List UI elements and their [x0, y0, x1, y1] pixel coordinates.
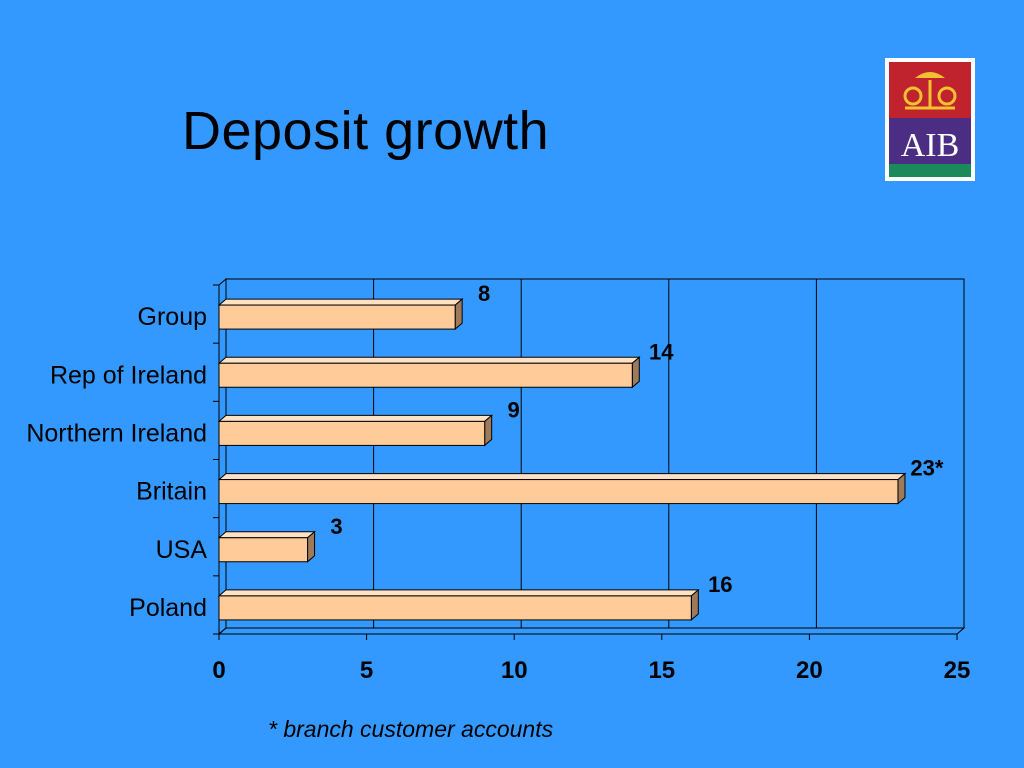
bar — [218, 595, 692, 621]
plot-floor — [217, 627, 966, 635]
bar — [218, 479, 899, 505]
data-label: 14 — [649, 339, 674, 364]
bar-side — [690, 588, 699, 622]
data-label: 3 — [330, 514, 342, 539]
data-label: 23* — [910, 456, 943, 481]
bar-side — [307, 530, 316, 563]
bar-top — [217, 356, 641, 364]
bar — [218, 304, 456, 330]
bar — [218, 537, 309, 563]
bar-top — [217, 298, 464, 306]
x-tick-label: 20 — [796, 657, 823, 684]
bar-side — [897, 472, 906, 505]
chart-footnote: * branch customer accounts — [268, 716, 554, 742]
bar — [218, 420, 486, 446]
logo-middle-panel — [889, 118, 971, 164]
bar-top — [217, 531, 316, 539]
bar-top — [217, 589, 700, 597]
category-label: Group — [138, 303, 207, 331]
x-tick-label: 15 — [648, 657, 675, 684]
data-label: 8 — [478, 281, 490, 306]
bar-top — [217, 414, 494, 422]
category-label: Northern Ireland — [26, 419, 207, 447]
plot-left-wall — [218, 277, 227, 636]
bar-side — [484, 414, 493, 447]
slide-title: Deposit growth — [182, 101, 550, 161]
category-label: USA — [156, 536, 208, 564]
data-label: 16 — [708, 572, 732, 597]
logo-stripe — [889, 164, 971, 177]
category-label: Poland — [129, 594, 207, 622]
logo-emblem-icon — [903, 72, 957, 110]
aib-logo: AIB — [885, 58, 975, 181]
bar-side — [454, 297, 463, 331]
bar — [218, 362, 633, 388]
bar-top — [217, 473, 907, 481]
logo-text: AIB — [901, 127, 960, 164]
x-tick-label: 5 — [360, 657, 373, 684]
category-label: Britain — [136, 478, 207, 506]
plot-back-wall — [225, 278, 965, 629]
data-label: 9 — [508, 397, 520, 422]
x-tick-label: 10 — [501, 657, 528, 684]
category-label: Rep of Ireland — [50, 361, 207, 389]
bar-side — [631, 356, 640, 389]
x-tick-label: 0 — [212, 657, 225, 684]
x-tick-label: 25 — [944, 657, 971, 684]
